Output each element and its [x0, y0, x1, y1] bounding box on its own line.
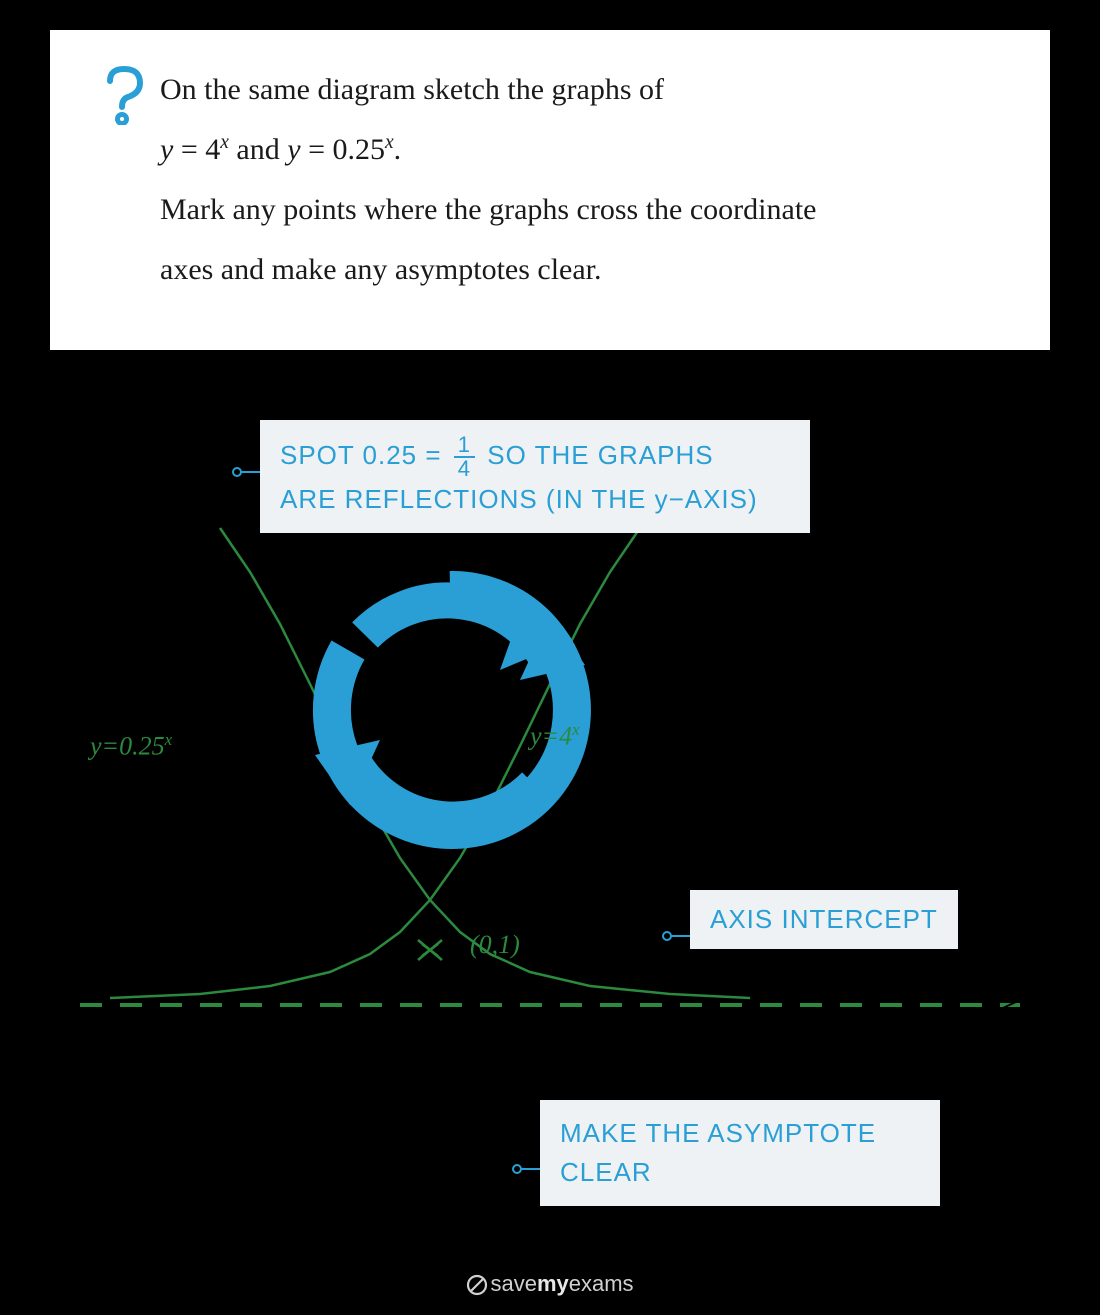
curve-label-4x: y=4x — [530, 720, 580, 752]
callout-pointer-icon — [232, 450, 260, 462]
curve-025x — [220, 528, 750, 998]
intercept-label: (0,1) — [470, 930, 520, 960]
callout-text: ARE REFLECTIONS (IN THE y−AXIS) — [280, 480, 790, 519]
question-card: On the same diagram sketch the graphs of… — [50, 30, 1050, 350]
footer-brand: savemyexams — [0, 1271, 1100, 1297]
callout-pointer-icon — [512, 1147, 540, 1159]
question-line-4: axes and make any asymptotes clear. — [160, 240, 1010, 300]
callout-text: AXIS INTERCEPT — [710, 904, 938, 934]
question-mark-icon — [100, 65, 150, 125]
question-line-1: On the same diagram sketch the graphs of — [160, 60, 1010, 120]
curve-label-025x: y=0.25x — [90, 730, 172, 762]
plot-svg — [50, 420, 1050, 1180]
callout-pointer-icon — [662, 914, 690, 926]
curve-4x — [110, 528, 640, 998]
callout-intercept: AXIS INTERCEPT — [690, 890, 958, 949]
question-line-3: Mark any points where the graphs cross t… — [160, 180, 1010, 240]
callout-asymptote: MAKE THE ASYMPTOTE CLEAR — [540, 1100, 940, 1206]
brand-text: save — [490, 1271, 536, 1296]
question-line-2: y = 4x and y = 0.25x. — [160, 120, 1010, 180]
brand-text: exams — [569, 1271, 634, 1296]
callout-text: MAKE THE ASYMPTOTE — [560, 1114, 920, 1153]
brand-icon — [466, 1274, 488, 1296]
axes — [80, 538, 1020, 1060]
fraction: 14 — [454, 434, 475, 480]
callout-text: SPOT 0.25 = — [280, 440, 450, 470]
callout-text: CLEAR — [560, 1153, 920, 1192]
brand-text: my — [537, 1271, 569, 1296]
diagram-area: SPOT 0.25 = 14 SO THE GRAPHS ARE REFLECT… — [50, 420, 1050, 1180]
callout-reflection: SPOT 0.25 = 14 SO THE GRAPHS ARE REFLECT… — [260, 420, 810, 533]
